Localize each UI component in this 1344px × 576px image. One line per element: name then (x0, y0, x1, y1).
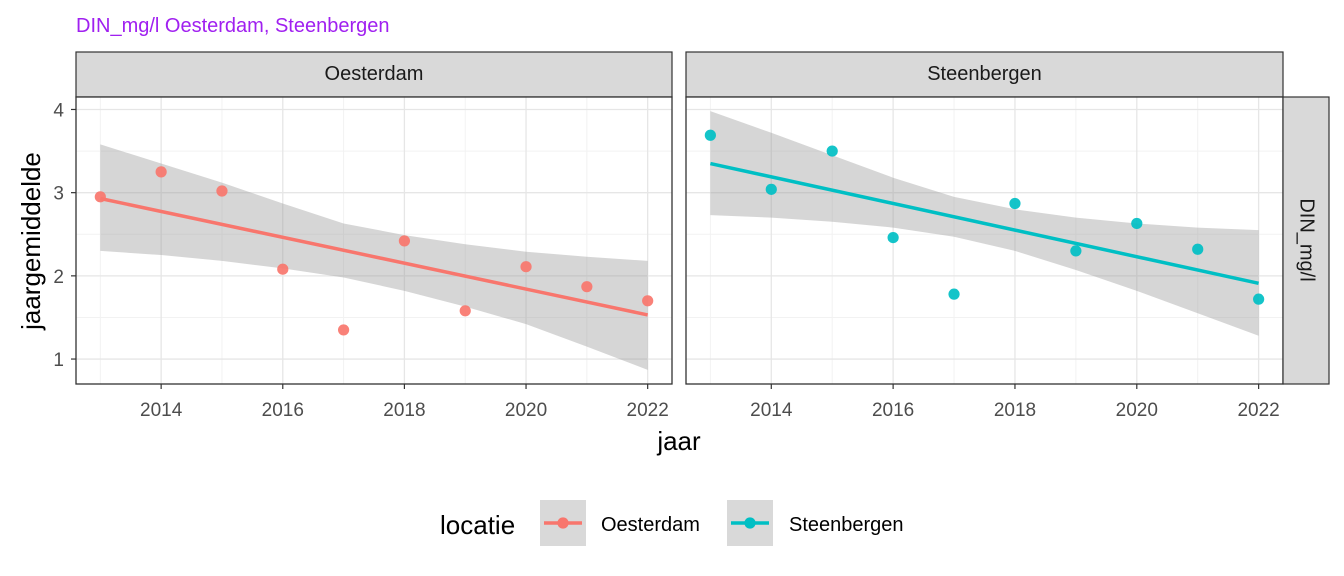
facet-strip-label: Oesterdam (325, 63, 424, 85)
data-point (1070, 245, 1082, 257)
data-point (642, 295, 654, 307)
facet-oesterdam: Oesterdam 2014 2016 2018 2020 2022 1 2 3 4 (53, 51, 673, 421)
data-point (887, 231, 899, 244)
legend-key-point (744, 517, 756, 529)
legend-key-point (557, 517, 569, 529)
y-tick-label: 3 (53, 184, 64, 205)
x-tick-label: 2020 (1116, 400, 1158, 421)
x-tick-label: 2014 (750, 400, 793, 421)
x-tick-label: 2020 (505, 400, 547, 421)
data-point (1009, 197, 1021, 210)
data-point (704, 129, 716, 141)
legend: locatie Oesterdam Steenbergen (440, 500, 904, 546)
facet-steenbergen: Steenbergen 2014 2016 2018 2020 2022 (685, 51, 1284, 421)
data-point (948, 288, 960, 300)
data-point (520, 261, 532, 273)
panel-background (686, 97, 1283, 384)
x-tick-label: 2014 (140, 400, 183, 421)
data-point (1192, 243, 1204, 255)
panel-border (75, 96, 673, 385)
data-point (1131, 217, 1143, 230)
data-point (216, 185, 228, 197)
legend-label: Steenbergen (789, 514, 904, 536)
facets: Oesterdam 2014 2016 2018 2020 2022 1 2 3 4 Steenbe… (53, 51, 1284, 421)
row-strip-label: DIN_mg/l (1296, 198, 1318, 281)
row-strip (1282, 96, 1330, 385)
chart-title: DIN_mg/l Oesterdam, Steenbergen (76, 15, 390, 37)
legend-entry-steenbergen: Steenbergen (727, 500, 904, 546)
data-point (155, 166, 167, 178)
legend-entry-oesterdam: Oesterdam (540, 500, 700, 546)
legend-title: locatie (440, 510, 515, 540)
data-point (459, 305, 471, 317)
x-tick-label: 2018 (383, 400, 425, 421)
data-point (1253, 293, 1265, 305)
legend-label: Oesterdam (601, 514, 700, 536)
facet-strip-label: Steenbergen (927, 63, 1042, 85)
y-tick-label: 4 (53, 100, 64, 121)
data-point (398, 235, 411, 247)
trend-line (99, 196, 649, 317)
data-point (765, 183, 777, 195)
x-tick-label: 2016 (872, 400, 914, 421)
panel-background (76, 97, 672, 384)
x-tick-label: 2022 (627, 400, 669, 421)
x-tick-label: 2022 (1237, 400, 1279, 421)
y-tick-label: 2 (53, 267, 64, 288)
y-tick-label: 1 (53, 350, 64, 371)
trend-line (709, 161, 1260, 286)
facet-strip (75, 51, 673, 98)
x-tick-label: 2016 (262, 400, 304, 421)
data-point (94, 191, 106, 203)
x-tick-label: 2018 (994, 400, 1036, 421)
x-axis-title: jaar (656, 426, 701, 456)
data-point (277, 263, 289, 275)
data-point (826, 145, 838, 157)
data-point (581, 281, 593, 293)
data-point (337, 324, 350, 336)
y-axis-title: jaargemiddelde (16, 152, 46, 331)
